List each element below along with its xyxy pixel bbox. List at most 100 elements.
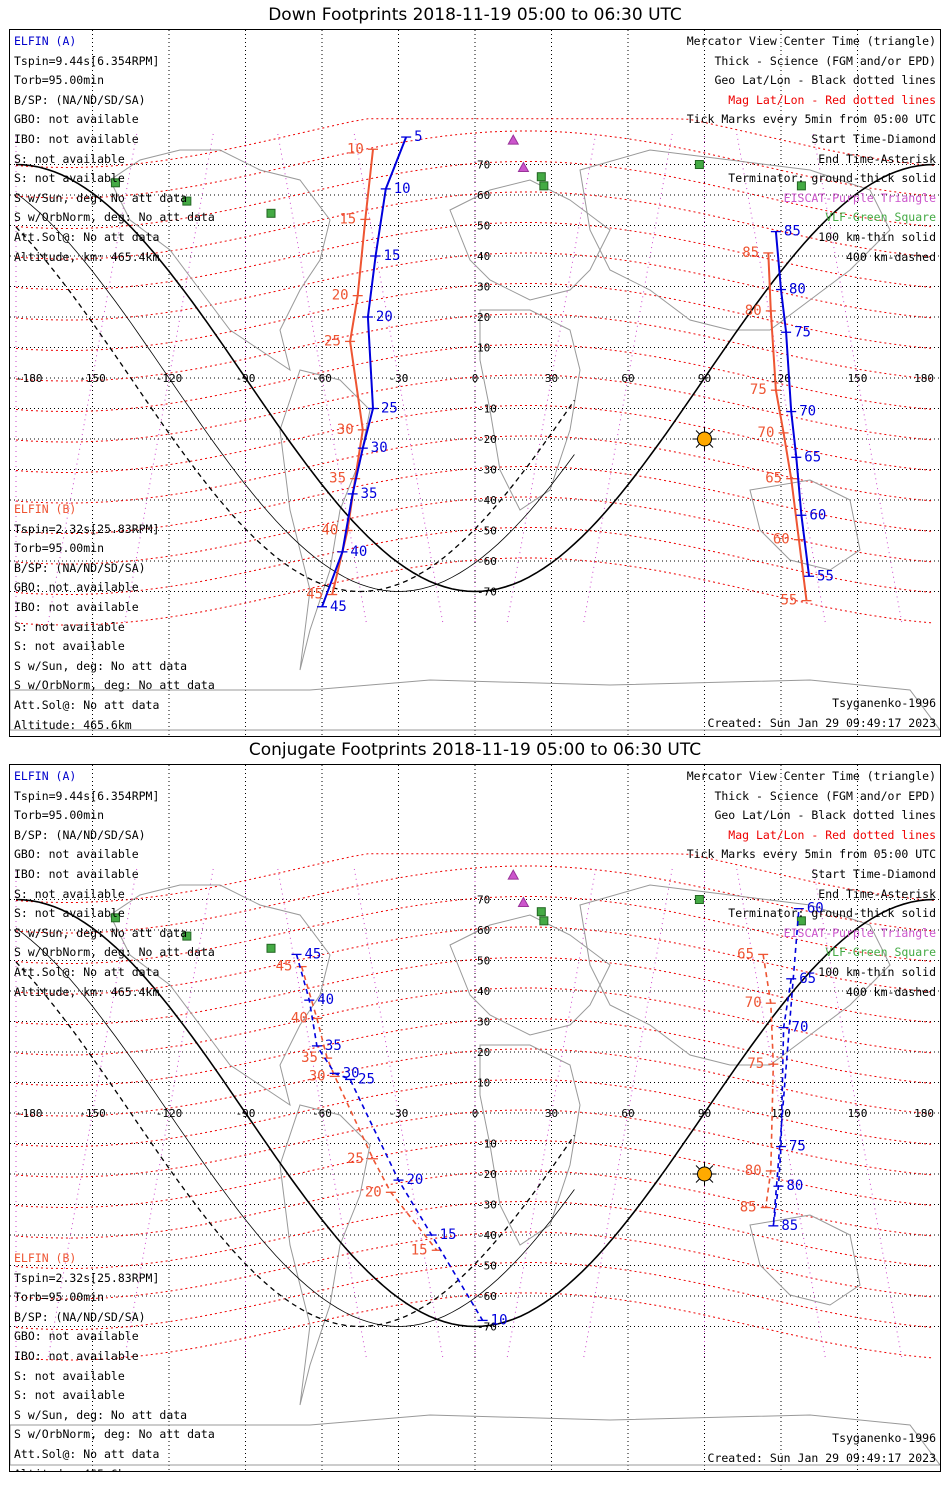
info-line: Torb=95.00min (14, 541, 105, 556)
elfin-b-label: ELFIN (B) (14, 1251, 77, 1265)
lat-tick-label: -10 (477, 403, 497, 416)
info-line: S w/OrbNorm, deg: No att data (14, 1427, 215, 1442)
lon-tick-label: 180 (914, 372, 934, 385)
conj-elfin-a-info: ELFIN (A) Tspin=9.44s[6.354RPM] Torb=95.0… (14, 767, 215, 1002)
lon-tick-label: 150 (848, 372, 868, 385)
info-line: Altitude: 465.6km (14, 1465, 215, 1471)
lat-tick-label: -50 (477, 1260, 497, 1273)
terminator-400km (15, 961, 575, 1328)
tick-label: 30 (371, 440, 388, 456)
info-line: S: not available (14, 639, 125, 654)
info-line: S w/OrbNorm, deg: No att data (14, 678, 215, 693)
tick-label: 60 (773, 532, 790, 548)
tick-label: 30 (337, 422, 354, 438)
elfin-a-info-list: Tspin=9.44s[6.354RPM] Torb=95.00min B/SP: … (14, 787, 215, 1003)
info-line: S: not available (14, 1368, 125, 1383)
tick-label: 70 (792, 1020, 809, 1036)
lat-tick-label: 50 (477, 220, 490, 233)
lat-tick-label: -70 (477, 586, 497, 599)
tick-label: 10 (347, 141, 364, 157)
continent-outline (749, 479, 861, 571)
tick-label: 60 (809, 507, 826, 523)
info-line: Altitude, km: 465.4km (14, 984, 160, 999)
tick-label: 40 (350, 544, 367, 560)
tick-label: 35 (329, 471, 346, 487)
tick-label: 30 (309, 1068, 326, 1084)
elfin-b-label: ELFIN (B) (14, 502, 77, 516)
legend-entry: 100 km-thin solid (818, 964, 936, 979)
legend-entry: 400 km-dashed (845, 984, 936, 999)
mag-latitude-line (15, 853, 935, 903)
tick-label: 40 (291, 1010, 308, 1026)
info-line: B/SP: (NA/ND/SD/SA) (14, 560, 146, 575)
lon-tick-label: 150 (848, 1107, 868, 1120)
elfin-b-info-list: Tspin=2.32s[25.83RPM] Torb=95.00min B/SP: … (14, 520, 215, 736)
continent-outline (109, 149, 331, 372)
tick-label: 45 (330, 599, 347, 615)
tick-label: 55 (781, 593, 798, 609)
continent-outline (10, 1414, 940, 1466)
tick-label: 70 (758, 425, 775, 441)
tick-label: 65 (737, 946, 754, 962)
lon-tick-label: -60 (312, 1107, 332, 1120)
tick-label: 40 (317, 992, 334, 1008)
lat-tick-label: -60 (477, 1290, 497, 1303)
lat-tick-label: 40 (477, 985, 490, 998)
terminator-ground (15, 163, 935, 593)
tick-label: 15 (384, 248, 401, 264)
lat-tick-label: -50 (477, 525, 497, 538)
conj-elfin-b-info: ELFIN (B) Tspin=2.32s[25.83RPM] Torb=95.0… (14, 1249, 215, 1471)
legend-entry: Geo Lat/Lon - Black dotted lines (714, 808, 936, 823)
tick-label: 20 (407, 1172, 424, 1188)
lat-tick-label: -70 (477, 1321, 497, 1334)
lon-tick-label: -30 (389, 372, 409, 385)
elfin-a-label: ELFIN (A) (14, 769, 77, 783)
eiscat-triangle (517, 896, 530, 908)
tick-label: 25 (347, 1151, 364, 1167)
eiscat-triangle (507, 869, 520, 880)
vlf-square (694, 895, 704, 904)
info-line: S: not available (14, 151, 125, 166)
continent-outline (579, 884, 891, 1066)
tick-label: 70 (799, 404, 816, 420)
continent-outline (579, 149, 891, 331)
tick-label: 10 (394, 181, 411, 197)
legend-entry: Thick - Science (FGM and/or EPD) (714, 788, 936, 803)
info-line: S w/Sun, deg: No att data (14, 190, 188, 205)
tick-label: 80 (786, 1178, 803, 1194)
tick-label: 75 (750, 382, 767, 398)
vlf-square (110, 913, 120, 923)
lat-tick-label: 20 (477, 311, 490, 324)
legend-entry: Terminator: ground-thick solid (728, 171, 936, 186)
lat-tick-label: 30 (477, 281, 490, 294)
lat-tick-label: -20 (477, 1168, 497, 1181)
legend-entry: End Time-Asterisk (818, 886, 936, 901)
info-line: Tspin=9.44s[6.354RPM] (14, 788, 160, 803)
info-line: S: not available (14, 1388, 125, 1403)
info-line: Tspin=9.44s[6.354RPM] (14, 53, 160, 68)
legend-entry: Start Time-Diamond (811, 131, 936, 146)
info-line: Torb=95.00min (14, 1290, 105, 1305)
info-line: B/SP: (NA/ND/SD/SA) (14, 827, 146, 842)
legend-entry: Thick - Science (FGM and/or EPD) (714, 53, 936, 68)
vlf-square (539, 181, 549, 191)
info-line: Att.Sol@: No att data (14, 964, 160, 979)
conjugate-footprints-panel: -180 -150 -120 -90 -60 -30 0 30 60 90 120 150 180 70 6… (9, 764, 941, 1472)
info-line: Att.Sol@: No att data (14, 1446, 160, 1461)
tick-label: 60 (807, 901, 824, 917)
lon-tick-label: -150 (79, 1107, 106, 1120)
info-line: S: not available (14, 886, 125, 901)
continent-outline (279, 369, 371, 671)
terminator-100km (15, 927, 575, 1327)
tick-label: 45 (276, 959, 293, 975)
down-legend: Mercator View Center Time (triangle) Thic… (687, 32, 936, 267)
lon-tick-label: -180 (16, 372, 43, 385)
legend-entry: VLF-Green Square (825, 945, 936, 960)
lon-tick-label: -150 (79, 372, 106, 385)
info-line: S: not available (14, 906, 125, 921)
info-line: IBO: not available (14, 599, 139, 614)
lat-tick-label: -60 (477, 555, 497, 568)
down-panel-title: Down Footprints 2018-11-19 05:00 to 06:3… (268, 5, 682, 25)
elfin-a-track (295, 954, 484, 1321)
tick-label: 45 (305, 946, 322, 962)
